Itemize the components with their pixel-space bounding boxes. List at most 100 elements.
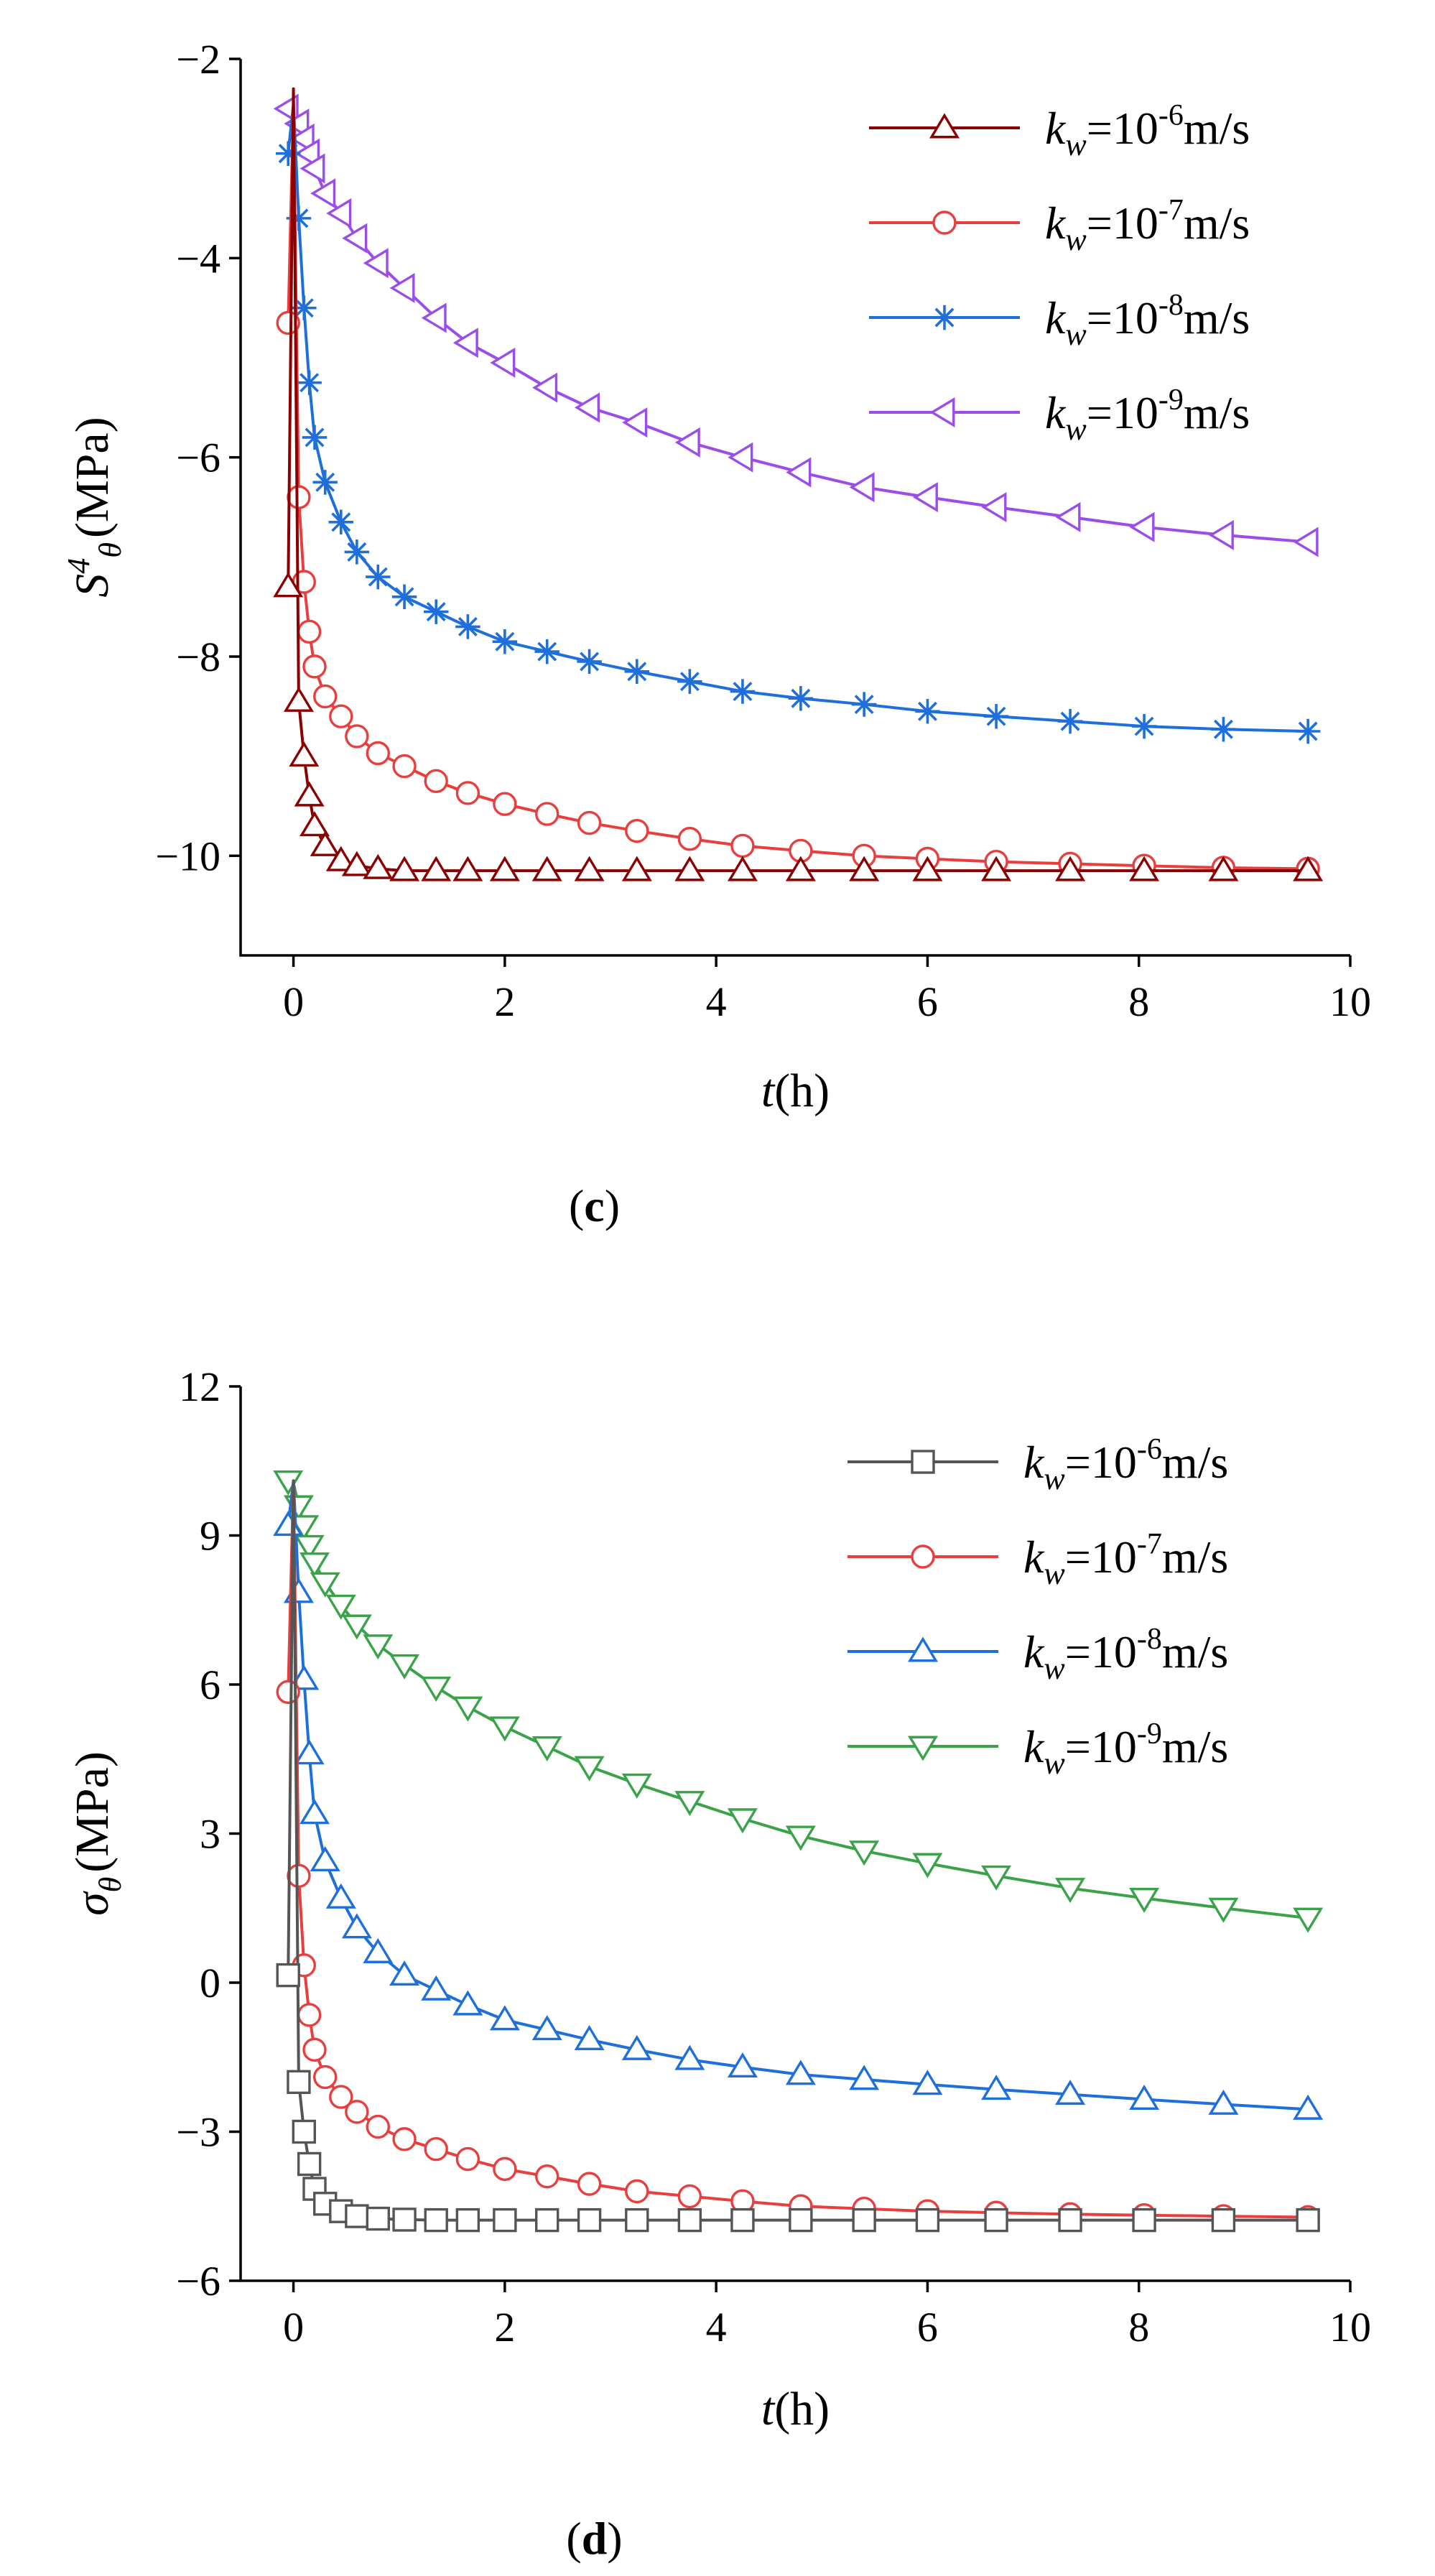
data-point: [531, 2015, 562, 2041]
data-point: [490, 347, 516, 378]
panel-label-letter: d: [582, 2513, 608, 2564]
legend-k: k: [1045, 387, 1067, 438]
data-point: [788, 685, 814, 711]
legend-marker: [907, 1736, 939, 1761]
series-1: [276, 1479, 1320, 2233]
data-point: [912, 482, 938, 513]
data-point: [302, 2037, 327, 2062]
x-tick-label: 0: [283, 978, 304, 1025]
series-3: [275, 102, 1321, 744]
data-point: [1129, 856, 1160, 881]
legend-label: kw=10-7m/s: [1045, 194, 1250, 257]
data-point: [421, 302, 447, 333]
data-point: [624, 659, 650, 685]
data-point: [452, 856, 483, 881]
data-point: [1293, 856, 1324, 881]
data-point: [292, 295, 317, 320]
data-point: [489, 2005, 520, 2031]
data-point: [535, 802, 559, 826]
data-point: [310, 830, 340, 856]
x-axis-label-unit: (h): [774, 1065, 830, 1117]
data-point: [674, 427, 700, 458]
data-point: [345, 2204, 369, 2228]
data-point: [849, 2065, 880, 2090]
legend-entry-1: kw=10-6m/s: [869, 99, 1250, 162]
data-point: [1208, 856, 1239, 881]
legend-exponent: -6: [1137, 1433, 1162, 1466]
data-point: [299, 1552, 330, 1578]
panel-label-open: (: [569, 1180, 584, 1231]
data-point: [1129, 2084, 1160, 2110]
legend-exponent: -7: [1137, 1528, 1162, 1561]
data-point: [677, 2184, 702, 2209]
legend-label: kw=10-6m/s: [1023, 1433, 1228, 1496]
data-point: [302, 425, 328, 450]
legend-subscript: w: [1044, 1556, 1065, 1591]
legend-unit: m/s: [1162, 1626, 1228, 1677]
data-point: [455, 781, 480, 805]
data-point: [299, 153, 325, 184]
data-point: [297, 2003, 322, 2027]
data-point: [452, 1990, 483, 2016]
data-point: [1055, 501, 1081, 532]
legend-unit: m/s: [1184, 387, 1250, 438]
legend-unit: m/s: [1184, 103, 1250, 154]
y-tick-label: −6: [176, 435, 220, 481]
data-point: [727, 856, 758, 881]
y-tick-label: 12: [179, 1363, 220, 1410]
data-point: [366, 2114, 390, 2139]
legend-entry-4: kw=10-9m/s: [847, 1718, 1228, 1781]
data-point: [389, 856, 420, 881]
data-point: [789, 2207, 813, 2233]
panel-label-close: ): [605, 1180, 620, 1231]
data-point: [849, 1840, 880, 1866]
data-point: [297, 370, 322, 395]
series-1: [273, 87, 1324, 881]
legend-marker: [929, 397, 955, 428]
data-point: [294, 1534, 325, 1560]
panel-label-letter: c: [584, 1180, 604, 1231]
data-point: [1129, 511, 1155, 542]
y-tick-label: 0: [200, 1960, 220, 2006]
data-point: [1055, 2080, 1086, 2105]
data-point: [1131, 713, 1157, 739]
data-point: [849, 472, 875, 503]
data-point: [389, 272, 415, 303]
data-point: [312, 470, 338, 495]
data-point: [287, 2070, 311, 2095]
data-point: [1293, 1907, 1324, 1933]
data-point: [785, 2060, 816, 2085]
data-point: [389, 1960, 420, 1986]
y-axis-label-superscript: 4: [61, 558, 96, 574]
data-point: [983, 703, 1009, 729]
data-point: [577, 2172, 602, 2196]
data-point: [1208, 2089, 1239, 2115]
data-point: [392, 754, 417, 779]
legend-k: k: [1045, 292, 1067, 343]
data-point: [452, 328, 478, 358]
x-axis-label-symbol: t: [761, 2383, 776, 2435]
data-point: [345, 724, 369, 749]
data-point: [294, 1739, 325, 1765]
data-point: [625, 818, 649, 843]
data-point: [455, 2207, 480, 2233]
data-point: [625, 2207, 649, 2233]
x-tick-label: 10: [1329, 2304, 1371, 2350]
data-point: [329, 2085, 353, 2109]
panel-label: (c): [569, 1180, 620, 1231]
legend-k: k: [1023, 1626, 1045, 1677]
series-4: [273, 1470, 1324, 1933]
data-point: [455, 614, 480, 639]
data-point: [1293, 2094, 1324, 2120]
data-point: [727, 2052, 758, 2078]
data-point: [276, 310, 300, 335]
data-point: [531, 1736, 562, 1762]
data-point: [912, 2070, 943, 2095]
legend-subscript: w: [1065, 222, 1087, 257]
data-point: [363, 853, 394, 879]
y-tick-label: 6: [200, 1662, 220, 1708]
data-point: [328, 509, 354, 535]
y-tick-label: −8: [176, 634, 220, 680]
legend-exponent: -8: [1137, 1623, 1162, 1656]
legend-exponent: -9: [1137, 1718, 1162, 1751]
